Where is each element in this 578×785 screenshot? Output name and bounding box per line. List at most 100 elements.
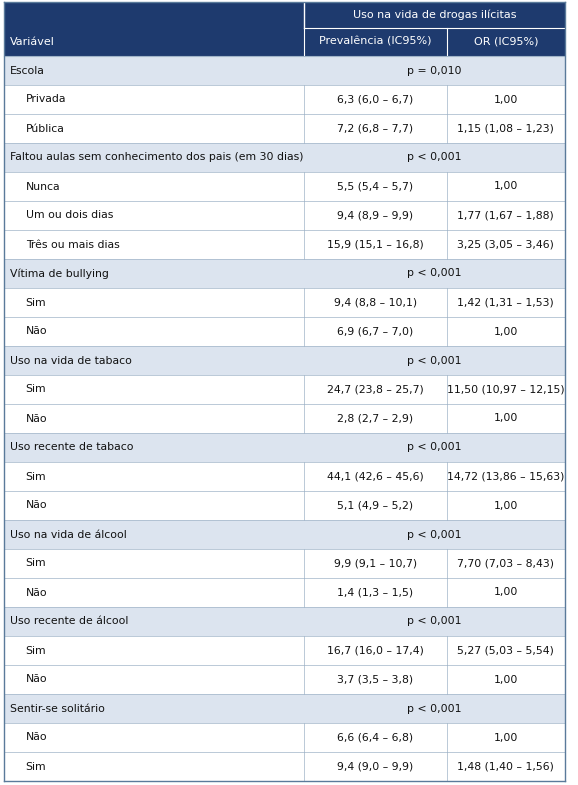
Text: Sim: Sim [25,472,46,481]
Bar [4,288,304,317]
Text: 9,9 (9,1 – 10,7): 9,9 (9,1 – 10,7) [334,558,417,568]
Bar [4,346,565,375]
Bar [447,491,565,520]
Bar [447,172,565,201]
Bar [447,752,565,781]
Text: 2,8 (2,7 – 2,9): 2,8 (2,7 – 2,9) [338,414,413,423]
Bar [4,723,304,752]
Bar [447,288,565,317]
Bar [4,2,304,28]
Text: Uso recente de tabaco: Uso recente de tabaco [10,443,134,452]
Text: Três ou mais dias: Três ou mais dias [25,239,119,250]
Text: 6,3 (6,0 – 6,7): 6,3 (6,0 – 6,7) [338,94,414,104]
Text: OR (IC95%): OR (IC95%) [473,37,538,47]
Text: Faltou aulas sem conhecimento dos pais (em 30 dias): Faltou aulas sem conhecimento dos pais (… [10,152,303,162]
Bar [304,636,447,665]
Bar [447,28,565,56]
Text: Uso na vida de álcool: Uso na vida de álcool [10,530,127,539]
Text: 14,72 (13,86 – 15,63): 14,72 (13,86 – 15,63) [447,472,565,481]
Bar [4,143,565,172]
Bar [447,404,565,433]
Bar [4,462,304,491]
Text: 1,42 (1,31 – 1,53): 1,42 (1,31 – 1,53) [457,298,554,308]
Text: Sim: Sim [25,558,46,568]
Bar [4,259,565,288]
Text: Não: Não [25,501,47,510]
Text: 9,4 (9,0 – 9,9): 9,4 (9,0 – 9,9) [338,761,414,772]
Bar [4,317,304,346]
Bar [4,85,304,114]
Text: 7,2 (6,8 – 7,7): 7,2 (6,8 – 7,7) [338,123,413,133]
Bar [4,375,304,404]
Bar [304,172,447,201]
Text: p < 0,001: p < 0,001 [407,268,462,279]
Text: Vítima de bullying: Vítima de bullying [10,268,109,279]
Text: 15,9 (15,1 – 16,8): 15,9 (15,1 – 16,8) [327,239,424,250]
Bar [447,578,565,607]
Bar [447,462,565,491]
Bar [304,752,447,781]
Text: Não: Não [25,732,47,743]
Text: Escola: Escola [10,65,45,75]
Bar [4,752,304,781]
Text: Sim: Sim [25,385,46,395]
Text: Não: Não [25,414,47,423]
Bar [4,172,304,201]
Bar [304,201,447,230]
Bar [4,549,304,578]
Text: 6,9 (6,7 – 7,0): 6,9 (6,7 – 7,0) [338,327,414,337]
Bar [447,85,565,114]
Text: 7,70 (7,03 – 8,43): 7,70 (7,03 – 8,43) [457,558,554,568]
Bar [304,114,447,143]
Bar [447,201,565,230]
Text: Sim: Sim [25,761,46,772]
Bar [304,578,447,607]
Text: 5,1 (4,9 – 5,2): 5,1 (4,9 – 5,2) [338,501,413,510]
Bar [4,694,565,723]
Bar [304,28,447,56]
Text: p < 0,001: p < 0,001 [407,530,462,539]
Bar [447,114,565,143]
Bar [447,375,565,404]
Bar [4,491,304,520]
Text: Sentir-se solitário: Sentir-se solitário [10,703,105,714]
Text: Não: Não [25,587,47,597]
Bar [4,201,304,230]
Text: Um ou dois dias: Um ou dois dias [25,210,113,221]
Text: Sim: Sim [25,645,46,655]
Text: 1,77 (1,67 – 1,88): 1,77 (1,67 – 1,88) [457,210,554,221]
Text: Uso recente de álcool: Uso recente de álcool [10,616,128,626]
Text: 1,00: 1,00 [494,181,518,192]
Text: p = 0,010: p = 0,010 [407,65,462,75]
Text: 1,15 (1,08 – 1,23): 1,15 (1,08 – 1,23) [457,123,554,133]
Text: 9,4 (8,8 – 10,1): 9,4 (8,8 – 10,1) [334,298,417,308]
Text: p < 0,001: p < 0,001 [407,703,462,714]
Text: Sim: Sim [25,298,46,308]
Text: Nunca: Nunca [25,181,60,192]
Bar [4,56,565,85]
Text: 16,7 (16,0 – 17,4): 16,7 (16,0 – 17,4) [327,645,424,655]
Text: 24,7 (23,8 – 25,7): 24,7 (23,8 – 25,7) [327,385,424,395]
Text: 6,6 (6,4 – 6,8): 6,6 (6,4 – 6,8) [338,732,413,743]
Bar [4,665,304,694]
Text: 3,7 (3,5 – 3,8): 3,7 (3,5 – 3,8) [338,674,413,685]
Text: 1,00: 1,00 [494,674,518,685]
Bar [4,607,565,636]
Text: Privada: Privada [25,94,66,104]
Text: 1,4 (1,3 – 1,5): 1,4 (1,3 – 1,5) [338,587,413,597]
Bar [4,114,304,143]
Bar [304,230,447,259]
Text: 5,5 (5,4 – 5,7): 5,5 (5,4 – 5,7) [338,181,413,192]
Bar [447,317,565,346]
Text: Uso na vida de drogas ilícitas: Uso na vida de drogas ilícitas [353,9,516,20]
Text: Não: Não [25,674,47,685]
Bar [447,230,565,259]
Text: 1,00: 1,00 [494,732,518,743]
Text: Pública: Pública [25,123,65,133]
Text: Não: Não [25,327,47,337]
Bar [4,636,304,665]
Text: Prevalência (IC95%): Prevalência (IC95%) [319,37,432,47]
Text: p < 0,001: p < 0,001 [407,152,462,162]
Bar [304,317,447,346]
Bar [304,288,447,317]
